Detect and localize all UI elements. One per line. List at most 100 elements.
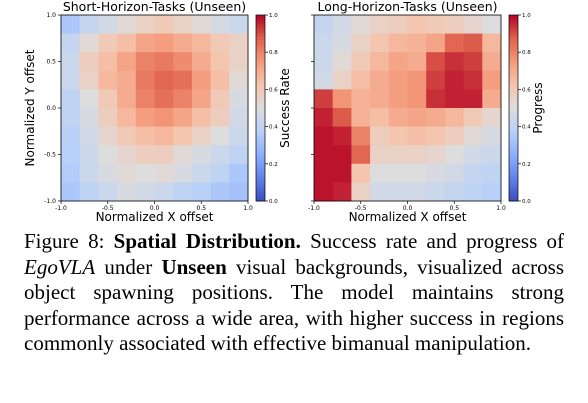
heatmap-cell [482,52,502,72]
heatmap-cell [79,33,99,53]
heatmap-cell [314,108,334,127]
heatmap-cell [314,15,334,34]
colorbar-segment [256,126,265,131]
heatmap-cell [135,145,155,165]
colorbar-segment [509,39,518,44]
caption-text-1: Success rate and progress of [310,229,564,253]
heatmap-cell [463,182,483,202]
heatmap-cell [154,89,174,109]
heatmap-cell [98,89,118,109]
heatmap-cell [61,126,81,146]
colorbar-segment [256,197,265,202]
colorbar-tick-label: 0.0 [522,199,531,205]
colorbar-segment [509,24,518,28]
heatmap-cell [444,70,464,90]
heatmap-cell [426,70,446,90]
heatmap-cell [117,89,137,109]
colorbar-segment [509,179,518,183]
heatmap-cell [426,89,446,109]
heatmap-cell [79,182,99,202]
colorbar-segment [256,139,265,143]
colorbar-segment [256,120,265,124]
y-tick-label: -1.0 [44,198,56,205]
heatmap-cell [370,52,390,72]
heatmap-cell [426,126,446,146]
heatmap-cell [444,52,464,72]
heatmap-cell [314,89,334,109]
heatmap-cell [135,108,155,127]
heatmap-cell [314,70,334,90]
x-tick-label: -0.5 [355,205,367,212]
colorbar-segment [256,108,265,112]
heatmap-cell [229,108,249,127]
colorbar-segment [256,73,265,78]
heatmap-cell [426,108,446,127]
heatmap-cell [191,52,211,72]
heatmap-cell [173,108,193,127]
heatmap-cell [351,52,371,72]
heatmap-cell [79,15,99,34]
heatmap-cell [98,163,118,183]
heatmap-cell [173,70,193,90]
heatmap-cell [210,145,230,165]
colorbar-segment [509,61,518,66]
colorbar-tick-label: 0.6 [522,87,531,93]
colorbar-segment [509,104,518,109]
x-axis-label: Normalized X offset [349,210,467,224]
heatmap-cell [173,163,193,183]
heatmap-cell [407,33,427,53]
heatmap-cell [426,182,446,202]
heatmap-cell [332,163,352,183]
colorbar-segment [509,52,518,56]
heatmap-cell [351,182,371,202]
heatmap-cell [79,70,99,90]
caption-bold-title: Spatial Distribution. [113,229,301,253]
heatmap-cell [135,15,155,34]
colorbar-segment [256,24,265,28]
heatmap-cell [463,33,483,53]
heatmap-cell [210,33,230,53]
colorbar-segment [509,114,518,118]
heatmap-cell [482,70,502,90]
colorbar-segment [256,89,265,93]
colorbar-segment [509,151,518,155]
colorbar-segment [509,92,518,97]
heatmap-cell [61,182,81,202]
heatmap-cell [426,33,446,53]
heatmap-cell [154,52,174,72]
heatmap-cell [407,52,427,72]
colorbar-segment [509,142,518,146]
colorbar-segment [509,58,518,62]
colorbar-segment [509,111,518,115]
colorbar-segment [509,157,518,162]
heatmap-cell [135,89,155,109]
heatmap-cell [210,70,230,90]
heatmap-cell [482,108,502,127]
heatmap-cell [351,126,371,146]
colorbar-segment [256,114,265,118]
colorbar-segment [256,15,265,19]
heatmap-cell [314,163,334,183]
heatmap-cell [173,52,193,72]
heatmap-cell [210,89,230,109]
colorbar-segment [256,148,265,152]
heatmap-cell [229,70,249,90]
heatmap-cell [407,15,427,34]
heatmap-cell [79,145,99,165]
colorbar-segment [256,142,265,146]
heatmap-cell [154,145,174,165]
heatmap-cell [135,182,155,202]
heatmap-cell [407,126,427,146]
heatmap-cell [191,89,211,109]
colorbar-segment [256,83,265,87]
heatmap-cell [388,89,408,109]
heatmap-chart-long: Long-Horizon-Tasks (Unseen)-1.0 -0.5 0.0 0.… [308,0,545,224]
heatmap-cell [61,163,81,183]
y-tick-label: 0.0 [46,105,56,112]
heatmap-cell [370,15,390,34]
heatmap-cell [332,126,352,146]
heatmap-cell [482,89,502,109]
heatmap-cell [210,108,230,127]
heatmap-cell [117,126,137,146]
colorbar-segment [509,64,518,69]
